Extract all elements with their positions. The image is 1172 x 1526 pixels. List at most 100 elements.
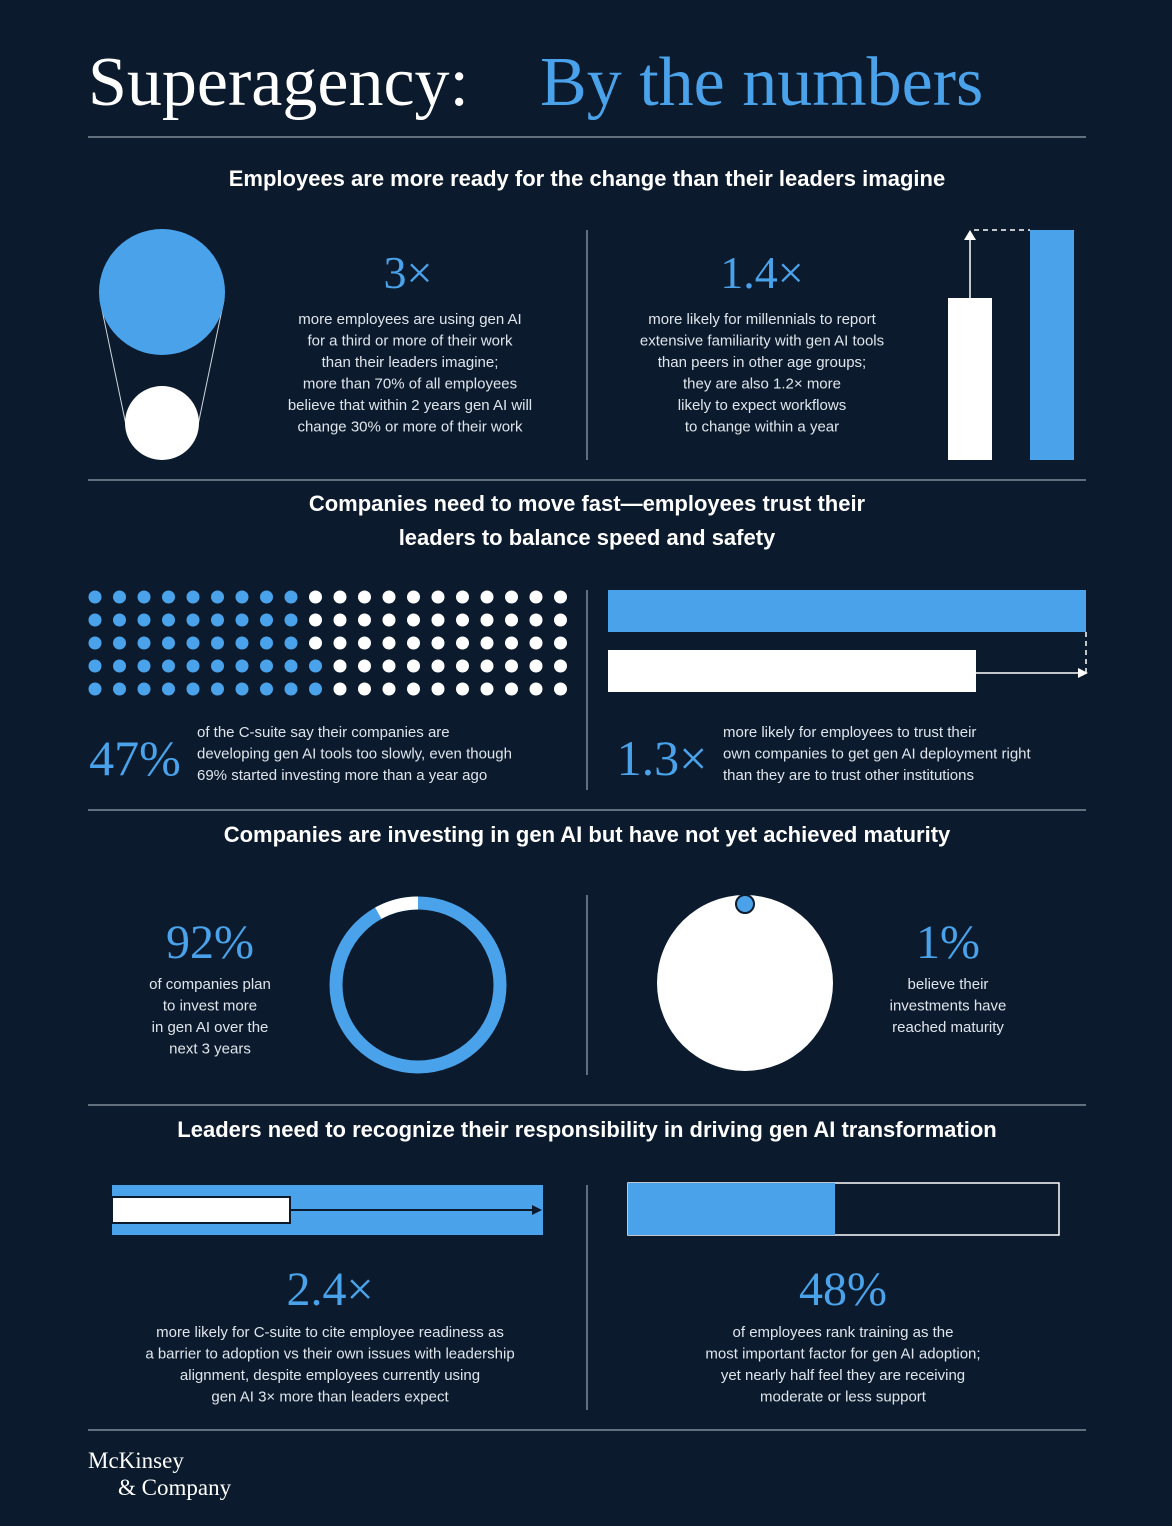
stat-text: own companies to get gen AI deployment r… — [723, 745, 1032, 762]
graphic-dots — [88, 590, 567, 696]
dot — [407, 659, 420, 673]
dot — [137, 636, 151, 650]
dot — [137, 659, 151, 673]
stat-text: next 3 years — [169, 1040, 251, 1057]
stat-text: moderate or less support — [760, 1388, 927, 1405]
dot — [554, 682, 567, 696]
dot — [529, 659, 543, 673]
dividers — [88, 136, 1086, 1431]
graphic-readiness — [111, 1185, 543, 1235]
dot — [186, 682, 200, 696]
dot — [211, 613, 224, 627]
graphic-ring — [329, 896, 507, 1074]
title-accent: By the numbers — [540, 44, 983, 121]
stat-text: than their leaders imagine; — [322, 354, 499, 371]
dot — [456, 590, 469, 604]
dot — [431, 613, 445, 627]
dot — [554, 590, 567, 604]
section-heading: Leaders need to recognize their responsi… — [177, 1117, 996, 1142]
stat-text: than they are to trust other institution… — [723, 767, 974, 784]
dot — [480, 659, 494, 673]
stat-text: believe that within 2 years gen AI will — [288, 397, 532, 414]
dot — [260, 590, 273, 604]
dot — [529, 590, 543, 604]
stat-text: more than 70% of all employees — [303, 375, 517, 392]
dot — [284, 636, 298, 650]
dot — [333, 682, 347, 696]
stat-text: developing gen AI tools too slowly, even… — [197, 745, 512, 762]
dot — [407, 613, 420, 627]
dot — [186, 659, 200, 673]
dot — [162, 636, 175, 650]
stat-text: for a third or more of their work — [307, 332, 513, 349]
stat-text: in gen AI over the — [152, 1019, 269, 1036]
dot — [431, 682, 445, 696]
dot — [235, 636, 249, 650]
stat-text: of companies plan — [149, 976, 271, 993]
section-heading: Companies need to move fast—employees tr… — [309, 491, 866, 516]
stat-text: than peers in other age groups; — [658, 354, 866, 371]
dot — [186, 636, 200, 650]
dot — [358, 590, 371, 604]
dot — [358, 613, 371, 627]
stat-text: change 30% or more of their work — [297, 418, 523, 435]
dot — [113, 682, 126, 696]
stat-figure: 1% — [916, 916, 980, 969]
dot — [260, 682, 273, 696]
dot — [260, 613, 273, 627]
dot — [382, 682, 396, 696]
graphic-circles — [99, 229, 225, 460]
dot — [382, 590, 396, 604]
stat-figure: 48% — [799, 1263, 887, 1316]
dot — [505, 636, 518, 650]
dot — [505, 659, 518, 673]
dot — [382, 613, 396, 627]
logo: & Company — [118, 1475, 232, 1500]
stat-text: believe their — [908, 976, 989, 993]
dot — [333, 613, 347, 627]
graphic-bars — [948, 229, 1074, 460]
stat-figure: 2.4× — [286, 1263, 373, 1316]
stat-figure: 1.3× — [617, 730, 708, 786]
dot — [358, 682, 371, 696]
stat-text: alignment, despite employees currently u… — [180, 1367, 480, 1384]
stat-text: of the C-suite say their companies are — [197, 724, 450, 741]
dot — [382, 659, 396, 673]
dot — [137, 590, 151, 604]
dot — [235, 682, 249, 696]
dot — [137, 613, 151, 627]
dot — [211, 659, 224, 673]
dot — [358, 636, 371, 650]
stat-text: more employees are using gen AI — [298, 311, 521, 328]
dot — [407, 682, 420, 696]
dot — [554, 636, 567, 650]
dot — [186, 613, 200, 627]
dot — [431, 636, 445, 650]
dot — [456, 659, 469, 673]
dot — [456, 682, 469, 696]
dot — [431, 590, 445, 604]
dot — [309, 613, 322, 627]
dot — [186, 590, 200, 604]
dot — [284, 659, 298, 673]
dot — [113, 613, 126, 627]
dot — [382, 636, 396, 650]
dot — [358, 659, 371, 673]
dot — [88, 636, 102, 650]
dot — [505, 682, 518, 696]
stat-text: a barrier to adoption vs their own issue… — [145, 1345, 514, 1362]
stat-text: 69% started investing more than a year a… — [197, 767, 487, 784]
dot — [480, 590, 494, 604]
dot — [529, 636, 543, 650]
dot — [88, 590, 102, 604]
stat-text: yet nearly half feel they are receiving — [721, 1367, 965, 1384]
dot — [309, 636, 322, 650]
stat-figure: 3× — [384, 247, 433, 298]
dot — [505, 613, 518, 627]
dot — [162, 682, 175, 696]
dot — [235, 590, 249, 604]
dot — [407, 636, 420, 650]
dot — [260, 636, 273, 650]
